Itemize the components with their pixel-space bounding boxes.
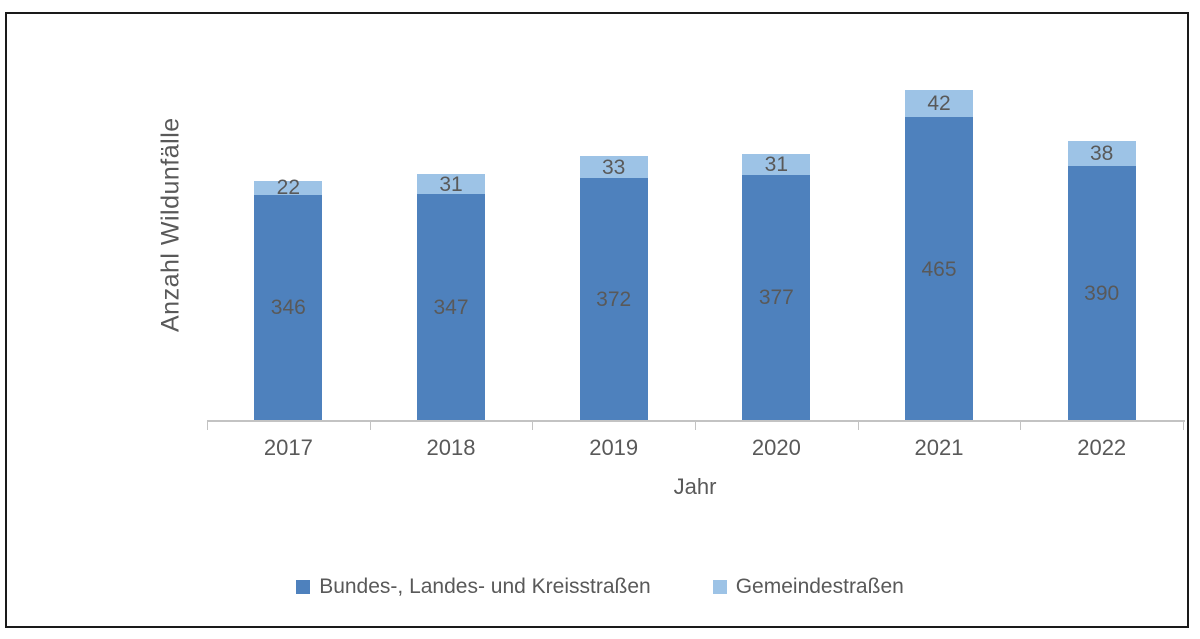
stacked-bar-2020: 31 377: [742, 153, 811, 421]
bar-segment-2021-municipal-roads: 42: [905, 89, 974, 118]
bar-segment-2017-main-roads: 346: [254, 194, 323, 421]
stacked-bar-2018: 31 347: [417, 174, 485, 421]
stacked-bar-2019: 33 372: [579, 155, 648, 421]
data-label-2018-main-roads: 347: [433, 296, 469, 320]
bar-group-2019: 33 372: [532, 29, 695, 421]
stacked-bar-2022: 38 390: [1067, 141, 1136, 421]
x-tick-mark: [857, 421, 859, 430]
bar-segment-2018-main-roads: 347: [417, 194, 485, 421]
legend: Bundes-, Landes- und Kreisstraßen Gemein…: [0, 575, 1200, 599]
x-tick-mark: [207, 421, 208, 430]
bar-segment-2022-main-roads: 390: [1067, 166, 1136, 421]
bar-segment-2017-municipal-roads: 22: [254, 177, 323, 198]
x-tick-label-2022: 2022: [1077, 435, 1127, 460]
x-tick-label-2020: 2020: [751, 435, 801, 460]
data-label-2017-municipal-roads: 22: [276, 176, 300, 200]
x-labels: 2017 2018 2019 2020 2021 2022: [207, 435, 1183, 461]
x-axis-title: Jahr: [673, 474, 717, 499]
data-label-2021-municipal-roads: 42: [927, 92, 951, 115]
data-label-2020-main-roads: 377: [758, 286, 794, 310]
x-tick-label-2021: 2021: [914, 435, 964, 460]
x-tick-mark: [369, 421, 371, 430]
bar-segment-2021-main-roads: 465: [905, 117, 974, 421]
plot-area: 22 346 31 347 33 372 31 377 42 465 38 390: [207, 29, 1183, 421]
stacked-bar-2017: 22 346: [254, 177, 323, 421]
data-label-2018-municipal-roads: 31: [439, 172, 463, 196]
legend-label-main-roads: Bundes-, Landes- und Kreisstraßen: [319, 575, 651, 598]
y-axis-title: Anzahl Wildunfälle: [156, 117, 185, 333]
bar-segment-2019-municipal-roads: 33: [579, 155, 648, 179]
bar-segment-2018-municipal-roads: 31: [417, 172, 485, 196]
x-axis-line: [207, 420, 1185, 422]
bar-segment-2020-main-roads: 377: [742, 174, 811, 421]
x-tick-mark: [1020, 421, 1022, 430]
data-label-2021-main-roads: 465: [921, 257, 957, 281]
legend-swatch-municipal-roads-icon: [712, 580, 727, 594]
bar-group-2021: 42 465: [858, 29, 1021, 421]
x-tick-mark: [532, 421, 534, 430]
bar-group-2017: 22 346: [207, 29, 370, 421]
legend-swatch-main-roads-icon: [296, 580, 311, 594]
data-label-2020-municipal-roads: 31: [764, 153, 789, 177]
data-label-2019-municipal-roads: 33: [601, 155, 626, 179]
bar-group-2018: 31 347: [370, 29, 533, 421]
bar-segment-2020-municipal-roads: 31: [742, 153, 811, 177]
x-tick-mark: [695, 421, 696, 430]
bar-group-2022: 38 390: [1020, 29, 1183, 421]
legend-label-municipal-roads: Gemeindestraßen: [735, 575, 904, 598]
data-label-2022-municipal-roads: 38: [1090, 142, 1114, 166]
stacked-bar-2021: 42 465: [905, 89, 974, 421]
x-tick-label-2017: 2017: [263, 435, 313, 460]
x-ticks: [207, 421, 1184, 431]
data-label-2022-main-roads: 390: [1084, 282, 1120, 306]
data-label-2017-main-roads: 346: [270, 296, 306, 320]
legend-item-main-roads: Bundes-, Landes- und Kreisstraßen: [296, 575, 651, 599]
legend-item-municipal-roads: Gemeindestraßen: [712, 575, 904, 599]
bar-group-2020: 31 377: [695, 29, 858, 421]
data-label-2019-main-roads: 372: [596, 288, 632, 311]
bar-segment-2019-main-roads: 372: [579, 178, 648, 421]
x-tick-label-2018: 2018: [426, 435, 476, 460]
bar-segment-2022-municipal-roads: 38: [1067, 141, 1136, 167]
x-tick-label-2019: 2019: [589, 435, 639, 460]
x-tick-mark: [1183, 421, 1184, 430]
